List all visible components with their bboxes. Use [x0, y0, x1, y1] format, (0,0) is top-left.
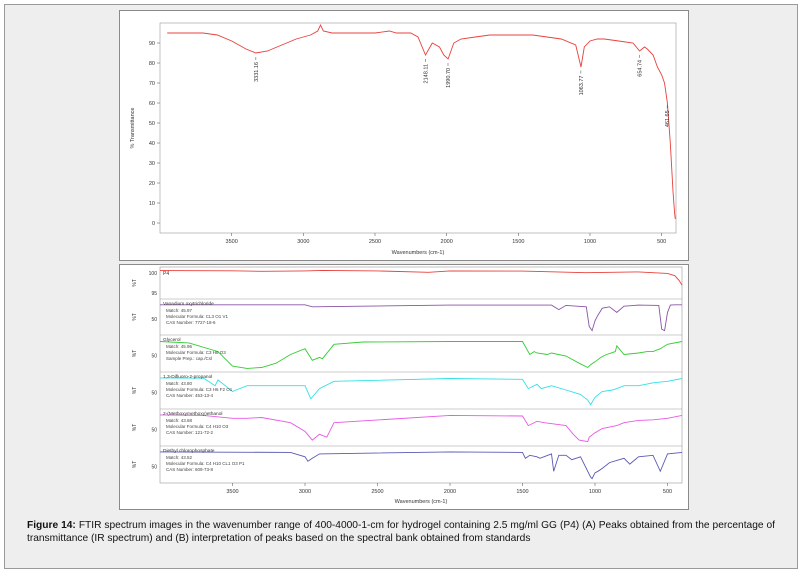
- y-tick-label: 50: [151, 465, 157, 471]
- sample-prep: Sample Prep.: cap./Csl: [166, 356, 212, 361]
- x-tick-label: 3000: [299, 489, 311, 495]
- y-tick-label: 90: [149, 41, 155, 47]
- x-tick-label: 500: [663, 489, 672, 495]
- y-tick-label: 30: [149, 161, 155, 167]
- spectrum-line-3: [159, 341, 683, 369]
- x-tick-label: 3000: [297, 239, 309, 245]
- match-score: Match: 43.80: [166, 381, 193, 386]
- cas-number: CAS Number: 609-73-8: [166, 467, 214, 472]
- y-tick-label: 70: [149, 81, 155, 87]
- y-axis-label: % Transmittance: [130, 108, 136, 149]
- x-tick-label: 500: [657, 239, 666, 245]
- spectral-library-panel: %T 100 95 P4 %T 50 Vanadium oxytrichloride Matc…: [119, 264, 689, 510]
- caption-label: Figure 14:: [27, 520, 76, 531]
- match-score: Match: 43.52: [166, 455, 193, 460]
- y-tick-label: 50: [149, 121, 155, 127]
- band-y-label: %T: [132, 424, 138, 432]
- peak-label: 1063.77: [579, 76, 585, 96]
- plot-area: [159, 22, 677, 234]
- x-tick-label: 2000: [441, 239, 453, 245]
- y-tick-label: 100: [149, 271, 158, 277]
- y-tick-label: 50: [151, 354, 157, 360]
- band-y-label: %T: [132, 387, 138, 395]
- cas-number: CAS Number: 453-13-4: [166, 393, 214, 398]
- figure-caption: Figure 14: FTIR spectrum images in the w…: [27, 519, 775, 545]
- y-tick-label: 50: [151, 428, 157, 434]
- spectrum-title: Diethyl chlorophosphate: [163, 448, 215, 454]
- x-tick-label: 1000: [584, 239, 596, 245]
- x-tick-label: 2000: [444, 489, 456, 495]
- plot-area: [159, 266, 683, 484]
- ir-spectrum-chart: 0 10 20 30 40 50 60 70 80 90 3500 3000 2500 2000 1500 1…: [130, 22, 677, 256]
- y-tick-label: 50: [151, 317, 157, 323]
- molecular-formula: Molecular Formula: C4 H10 CL1 O3 P1: [166, 461, 245, 466]
- molecular-formula: Molecular Formula: C3 H6 F2 O1: [166, 387, 233, 392]
- x-tick-label: 1500: [516, 489, 528, 495]
- peak-label: 2148.11: [423, 64, 429, 83]
- spectrum-title: 1,3-Difluoro-2-propanol: [163, 374, 212, 380]
- x-axis-label: Wavenumbers (cm-1): [395, 499, 448, 505]
- x-tick-label: 3500: [226, 489, 238, 495]
- band-y-label: %T: [132, 461, 138, 469]
- band-y-label: %T: [132, 279, 138, 287]
- y-tick-label: 20: [149, 181, 155, 187]
- spectrum-line-5: [159, 414, 683, 443]
- caption-text: FTIR spectrum images in the wavenumber r…: [27, 520, 775, 544]
- peak-label: 1990.70: [446, 68, 452, 88]
- band-y-label: %T: [132, 350, 138, 358]
- x-axis-label: Wavenumbers (cm-1): [392, 250, 445, 256]
- cas-number: CAS Number: 7727-18-6: [166, 320, 216, 325]
- x-tick-label: 1500: [512, 239, 524, 245]
- spectrum-title: 2-(Methoxymethoxy)ethanol: [163, 411, 222, 417]
- y-tick-label: 60: [149, 101, 155, 107]
- x-tick-label: 2500: [371, 489, 383, 495]
- transmittance-line: [167, 23, 676, 220]
- x-tick-label: 2500: [369, 239, 381, 245]
- y-tick-label: 40: [149, 141, 155, 147]
- figure-frame: 0 10 20 30 40 50 60 70 80 90 3500 3000 2500 2000 1500 1…: [4, 4, 798, 569]
- spectrum-line-1: [159, 269, 683, 286]
- spectrum-line-2: [160, 304, 682, 332]
- band-y-label: %T: [132, 313, 138, 321]
- x-tick-label: 1000: [589, 489, 601, 495]
- spectrum-title: Vanadium oxytrichloride: [163, 301, 214, 307]
- y-tick-label: 10: [149, 201, 155, 207]
- ir-spectrum-panel: 0 10 20 30 40 50 60 70 80 90 3500 3000 2500 2000 1500 1…: [119, 10, 689, 261]
- molecular-formula: Molecular Formula: C4 H10 O3: [166, 424, 229, 429]
- peak-label: 461.65: [665, 110, 671, 127]
- match-score: Match: 43.68: [166, 418, 193, 423]
- spectrum-line-4: [159, 377, 683, 406]
- y-tick-label: 50: [151, 391, 157, 397]
- y-tick-label: 80: [149, 61, 155, 67]
- y-tick-label: 0: [152, 221, 155, 227]
- cas-number: CAS Number: 121-72-2: [166, 430, 214, 435]
- spectrum-title: Glycerol: [163, 337, 181, 343]
- match-score: Match: 45.97: [166, 308, 193, 313]
- match-score: Match: 45.96: [166, 344, 193, 349]
- peak-label: 654.74: [637, 60, 643, 77]
- spectrum-line-6: [159, 451, 683, 480]
- x-tick-label: 3500: [226, 239, 238, 245]
- molecular-formula: Molecular Formula: CL3 O1 V1: [166, 314, 229, 319]
- peak-label: 3331.16: [254, 62, 260, 82]
- molecular-formula: Molecular Formula: C3 H8 O3: [166, 350, 226, 355]
- y-tick-label: 95: [151, 291, 157, 297]
- spectrum-title: P4: [163, 271, 169, 277]
